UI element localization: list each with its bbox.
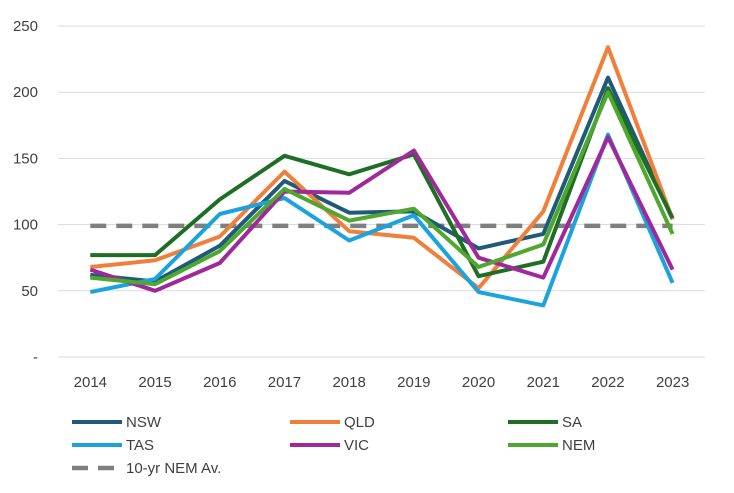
series-line-vic [89, 135, 675, 293]
x-tick-label: 2017 [268, 374, 301, 391]
legend-label-nem: NEM [562, 437, 595, 454]
series-line-sa [90, 86, 675, 279]
legend-label-tas: TAS [126, 437, 154, 454]
x-tick-label: 2016 [203, 374, 236, 391]
legend: NSW QLD SA TAS VIC NEM 10-yr NEM Av. [72, 414, 595, 477]
x-tick-label: 2021 [527, 374, 560, 391]
legend-label-sa: SA [562, 414, 582, 431]
x-tick-label: 2019 [397, 374, 430, 391]
legend-label-qld: QLD [344, 414, 375, 431]
x-axis: 2014 2015 2016 2017 2018 2019 2020 2021 2022 2023 [74, 374, 690, 391]
y-tick-label: 250 [13, 18, 38, 35]
legend-label-vic: VIC [344, 437, 369, 454]
x-tick-label: 2023 [656, 374, 689, 391]
x-tick-label: 2020 [462, 374, 495, 391]
legend-label-10-yr-nem-av: 10-yr NEM Av. [126, 460, 221, 477]
series-line-nsw [90, 75, 675, 284]
x-tick-label: 2022 [591, 374, 624, 391]
series-lines [89, 45, 675, 308]
x-tick-label: 2015 [138, 374, 171, 391]
series-line-nem [90, 90, 675, 287]
x-tick-label: 2014 [74, 374, 107, 391]
y-tick-label: 100 [13, 217, 38, 234]
y-tick-label: - [33, 349, 38, 366]
y-tick-label: 150 [13, 150, 38, 167]
y-tick-label: 50 [21, 283, 38, 300]
y-tick-label: 200 [13, 84, 38, 101]
series-line-tas [89, 132, 675, 308]
legend-label-nsw: NSW [126, 414, 162, 431]
y-axis: - 50 100 150 200 250 [13, 18, 38, 366]
series-line-qld [90, 45, 675, 291]
x-tick-label: 2018 [332, 374, 365, 391]
